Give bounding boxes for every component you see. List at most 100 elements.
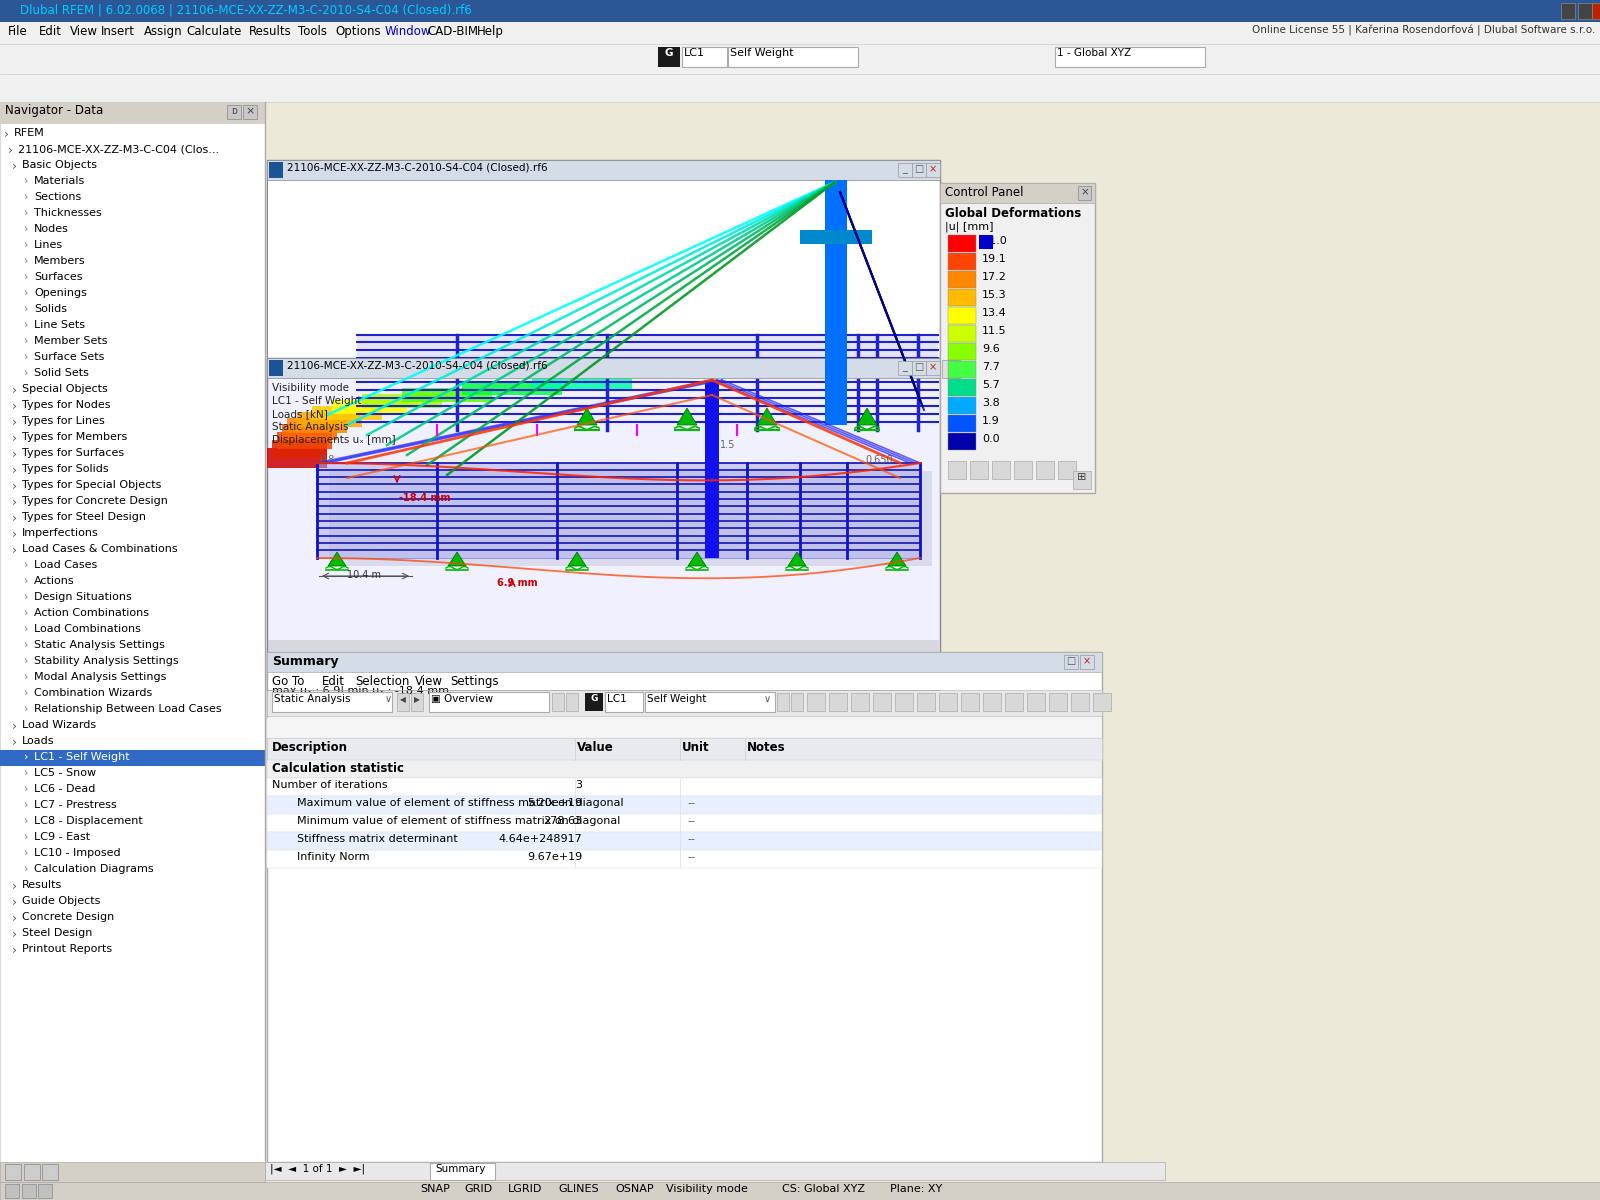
Text: Loads: Loads — [22, 736, 54, 746]
Text: Edit: Edit — [322, 674, 346, 688]
Bar — [926, 361, 941, 374]
Text: ›: › — [24, 576, 29, 586]
Text: GLINES: GLINES — [558, 1184, 598, 1194]
Text: □: □ — [914, 362, 923, 372]
Text: Options: Options — [334, 25, 381, 38]
Bar — [947, 397, 976, 414]
Text: _: _ — [902, 164, 907, 174]
Text: ◂: ◂ — [949, 361, 954, 371]
Text: ∨: ∨ — [763, 694, 771, 704]
Bar — [282, 424, 338, 440]
Bar — [0, 22, 1600, 44]
Text: Types for Concrete Design: Types for Concrete Design — [22, 496, 168, 506]
Bar — [898, 361, 912, 374]
Text: Tools: Tools — [298, 25, 326, 38]
Polygon shape — [757, 408, 778, 425]
Bar — [462, 382, 562, 395]
Text: Assign: Assign — [144, 25, 182, 38]
Text: 1 - Global XYZ: 1 - Global XYZ — [1058, 48, 1131, 58]
Text: ›: › — [24, 624, 29, 634]
Bar — [267, 652, 1102, 1162]
Bar — [298, 412, 362, 427]
Text: ›: › — [24, 320, 29, 330]
Bar — [362, 394, 442, 408]
Text: ›: › — [13, 480, 18, 493]
Text: LC1: LC1 — [685, 48, 706, 58]
Bar — [267, 448, 326, 468]
Text: Calculation Diagrams: Calculation Diagrams — [34, 864, 154, 874]
Bar — [397, 692, 410, 710]
Text: Insert: Insert — [101, 25, 134, 38]
Text: Lines: Lines — [34, 240, 62, 250]
Text: Results: Results — [248, 25, 291, 38]
Text: ›: › — [24, 368, 29, 378]
Text: Visibility mode: Visibility mode — [666, 1184, 747, 1194]
Bar — [1027, 692, 1045, 710]
Bar — [939, 692, 957, 710]
Text: Combination Wizards: Combination Wizards — [34, 688, 152, 698]
Text: 3.8: 3.8 — [982, 398, 1000, 408]
Bar — [429, 692, 549, 712]
Bar — [979, 235, 994, 248]
Bar — [898, 163, 912, 176]
Polygon shape — [677, 408, 698, 425]
Text: 21106-MCE-XX-ZZ-M3-C-C04 (Clos...: 21106-MCE-XX-ZZ-M3-C-C04 (Clos... — [18, 144, 219, 154]
Bar — [706, 380, 718, 558]
Text: max uₓ : 6.9| min uₓ : -18.4 mm: max uₓ : 6.9| min uₓ : -18.4 mm — [272, 685, 450, 696]
Text: LGRID: LGRID — [509, 1184, 542, 1194]
Bar — [1093, 692, 1110, 710]
Text: Thicknesses: Thicknesses — [34, 208, 102, 218]
Bar — [645, 692, 774, 712]
Bar — [267, 760, 1102, 778]
Text: ›: › — [24, 848, 29, 858]
Text: ›: › — [13, 400, 18, 413]
Bar — [1080, 655, 1094, 670]
Bar — [317, 463, 920, 558]
Bar — [38, 1184, 51, 1198]
Bar — [267, 718, 1102, 738]
Text: Help: Help — [477, 25, 504, 38]
Bar — [272, 692, 392, 712]
Text: Special Objects: Special Objects — [22, 384, 107, 394]
Text: ›: › — [24, 832, 29, 842]
Text: --: -- — [686, 816, 694, 826]
Text: ›: › — [13, 880, 18, 893]
Text: LC9 - East: LC9 - East — [34, 832, 90, 842]
Text: Types for Special Objects: Types for Special Objects — [22, 480, 162, 490]
Bar — [267, 358, 941, 690]
Bar — [826, 180, 846, 425]
Text: -18.4 mm: -18.4 mm — [398, 493, 451, 503]
Bar — [1562, 2, 1574, 19]
Bar — [267, 690, 1102, 716]
Bar — [829, 692, 846, 710]
Text: Control Panel: Control Panel — [946, 186, 1024, 199]
Text: ×: × — [1080, 187, 1090, 197]
Bar — [1592, 2, 1600, 19]
Bar — [531, 378, 632, 391]
Bar — [982, 692, 1002, 710]
Text: Displacements uₓ [mm]: Displacements uₓ [mm] — [272, 434, 395, 445]
Bar — [912, 361, 926, 374]
Text: Global Deformations: Global Deformations — [946, 206, 1082, 220]
Text: ›: › — [24, 224, 29, 234]
Bar — [0, 1162, 266, 1182]
Text: □: □ — [914, 164, 923, 174]
Text: Load Cases: Load Cases — [34, 560, 98, 570]
Text: Static Analysis: Static Analysis — [272, 422, 349, 432]
Text: ›: › — [24, 672, 29, 682]
Text: ›: › — [13, 528, 18, 541]
Bar — [586, 692, 603, 710]
Text: ›: › — [13, 944, 18, 958]
Bar — [267, 814, 1102, 832]
Bar — [947, 433, 976, 450]
Text: Loads [kN]: Loads [kN] — [272, 409, 328, 419]
Text: ›: › — [24, 800, 29, 810]
Bar — [917, 692, 934, 710]
Bar — [1070, 692, 1090, 710]
Text: --: -- — [686, 834, 694, 844]
Text: ›: › — [8, 144, 13, 157]
Text: ›: › — [13, 416, 18, 428]
Bar — [227, 104, 242, 119]
Bar — [430, 1163, 494, 1180]
Bar — [851, 692, 869, 710]
